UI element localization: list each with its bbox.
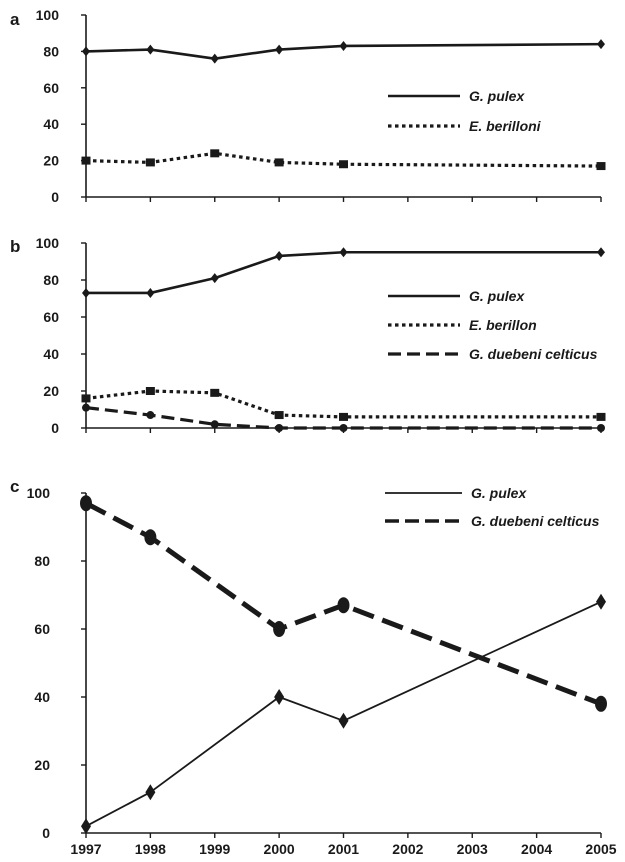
data-point-1 bbox=[274, 411, 284, 420]
panel-c-series bbox=[80, 495, 607, 835]
panel-c-legend-label-duebeni: G. duebeni celticus bbox=[471, 513, 600, 529]
data-point-2 bbox=[146, 411, 155, 420]
y-tick-label: 40 bbox=[43, 346, 59, 362]
data-point-0 bbox=[146, 287, 155, 298]
x-tick-label: 1999 bbox=[199, 841, 230, 857]
panel-b-legend: G. pulex E. berillon G. duebeni celticus bbox=[388, 288, 598, 362]
panel-a: a 0 20 40 60 80 100 G. pulex E. berilloni bbox=[10, 7, 606, 205]
y-tick-label: 0 bbox=[42, 825, 50, 841]
x-tick-label: 1998 bbox=[135, 841, 166, 857]
data-point-1 bbox=[274, 158, 284, 167]
x-tick-label: 2003 bbox=[457, 841, 488, 857]
data-point-0 bbox=[82, 287, 90, 298]
data-point-0 bbox=[146, 44, 155, 55]
x-tick-label: 2001 bbox=[328, 841, 359, 857]
panel-a-letter: a bbox=[10, 10, 20, 29]
series-line-0 bbox=[85, 42, 602, 60]
data-point-0 bbox=[339, 247, 348, 258]
series-line-1 bbox=[85, 151, 602, 168]
panel-c-x-tick-labels: 1997 1998 1999 2000 2001 2002 2003 2004 2005 bbox=[70, 841, 616, 857]
y-tick-label: 60 bbox=[43, 80, 59, 96]
panel-a-legend: G. pulex E. berilloni bbox=[388, 88, 542, 134]
data-point-1 bbox=[595, 695, 607, 712]
panel-b-y-tick-labels: 0 20 40 60 80 100 bbox=[36, 235, 86, 436]
data-point-1 bbox=[81, 156, 91, 165]
data-point-0 bbox=[82, 46, 90, 57]
data-point-0 bbox=[275, 44, 284, 55]
series-line-1 bbox=[85, 389, 601, 419]
data-point-2 bbox=[210, 420, 219, 429]
y-tick-label: 60 bbox=[43, 309, 59, 325]
y-tick-label: 100 bbox=[36, 7, 60, 23]
y-tick-label: 20 bbox=[34, 757, 50, 773]
data-point-0 bbox=[274, 689, 285, 705]
panel-c-y-tick-labels: 0 20 40 60 80 100 bbox=[27, 485, 86, 841]
series-line-2 bbox=[85, 406, 601, 430]
y-tick-label: 20 bbox=[43, 153, 59, 169]
y-tick-label: 100 bbox=[36, 235, 60, 251]
data-point-1 bbox=[339, 160, 348, 169]
x-tick-label: 2005 bbox=[585, 841, 616, 857]
data-point-0 bbox=[210, 273, 219, 284]
data-point-2 bbox=[82, 403, 90, 412]
y-tick-label: 0 bbox=[51, 420, 59, 436]
data-point-0 bbox=[596, 593, 606, 610]
panel-c: c 0 20 40 60 80 100 1997 1998 1999 2000 2001 2002 2… bbox=[10, 477, 617, 857]
data-point-0 bbox=[145, 784, 156, 801]
panel-a-legend-label-berilloni: E. berilloni bbox=[469, 118, 542, 134]
data-point-1 bbox=[210, 149, 220, 158]
data-point-1 bbox=[339, 412, 348, 421]
y-tick-label: 80 bbox=[43, 43, 59, 59]
data-point-0 bbox=[597, 247, 605, 258]
y-tick-label: 0 bbox=[51, 189, 59, 205]
data-point-0 bbox=[339, 40, 348, 51]
y-tick-label: 60 bbox=[34, 621, 50, 637]
y-tick-label: 80 bbox=[43, 272, 59, 288]
panel-a-legend-label-pulex: G. pulex bbox=[469, 88, 525, 104]
panel-b-series bbox=[81, 247, 606, 432]
data-point-1 bbox=[210, 388, 220, 397]
x-tick-label: 2000 bbox=[264, 841, 295, 857]
data-point-0 bbox=[210, 53, 219, 64]
data-point-1 bbox=[81, 394, 91, 403]
data-point-0 bbox=[338, 712, 349, 729]
y-tick-label: 40 bbox=[34, 689, 50, 705]
data-point-1 bbox=[273, 621, 286, 637]
x-tick-label: 2002 bbox=[392, 841, 423, 857]
data-point-0 bbox=[597, 39, 605, 50]
x-tick-label: 2004 bbox=[521, 841, 552, 857]
data-point-1 bbox=[144, 529, 157, 546]
series-line-0 bbox=[86, 250, 601, 295]
panel-a-series bbox=[81, 39, 606, 171]
data-point-0 bbox=[275, 250, 284, 261]
data-point-0 bbox=[81, 818, 91, 835]
panel-b-letter: b bbox=[10, 237, 20, 256]
data-point-1 bbox=[145, 158, 155, 167]
panel-b-legend-label-duebeni: G. duebeni celticus bbox=[469, 346, 598, 362]
panel-a-x-ticks bbox=[85, 197, 602, 202]
x-tick-label: 1997 bbox=[70, 841, 101, 857]
y-tick-label: 100 bbox=[27, 485, 51, 501]
panel-c-letter: c bbox=[10, 477, 19, 496]
y-tick-label: 20 bbox=[43, 383, 59, 399]
panel-b-legend-label-pulex: G. pulex bbox=[469, 288, 525, 304]
panel-c-legend: G. pulex G. duebeni celticus bbox=[385, 485, 600, 529]
panel-c-legend-label-pulex: G. pulex bbox=[471, 485, 527, 501]
data-point-2 bbox=[339, 424, 348, 432]
panel-a-y-tick-labels: 0 20 40 60 80 100 bbox=[36, 7, 86, 205]
panel-b: b 0 20 40 60 80 100 G. pulex E. berillon G. d… bbox=[10, 235, 606, 436]
data-point-1 bbox=[80, 495, 92, 512]
data-point-1 bbox=[596, 162, 606, 171]
y-tick-label: 40 bbox=[43, 116, 59, 132]
data-point-1 bbox=[337, 597, 350, 614]
y-tick-label: 80 bbox=[34, 553, 50, 569]
panel-b-legend-label-berillon: E. berillon bbox=[469, 317, 537, 333]
data-point-1 bbox=[145, 387, 155, 395]
data-point-2 bbox=[275, 424, 284, 432]
data-point-2 bbox=[597, 424, 605, 432]
data-point-1 bbox=[596, 412, 606, 421]
